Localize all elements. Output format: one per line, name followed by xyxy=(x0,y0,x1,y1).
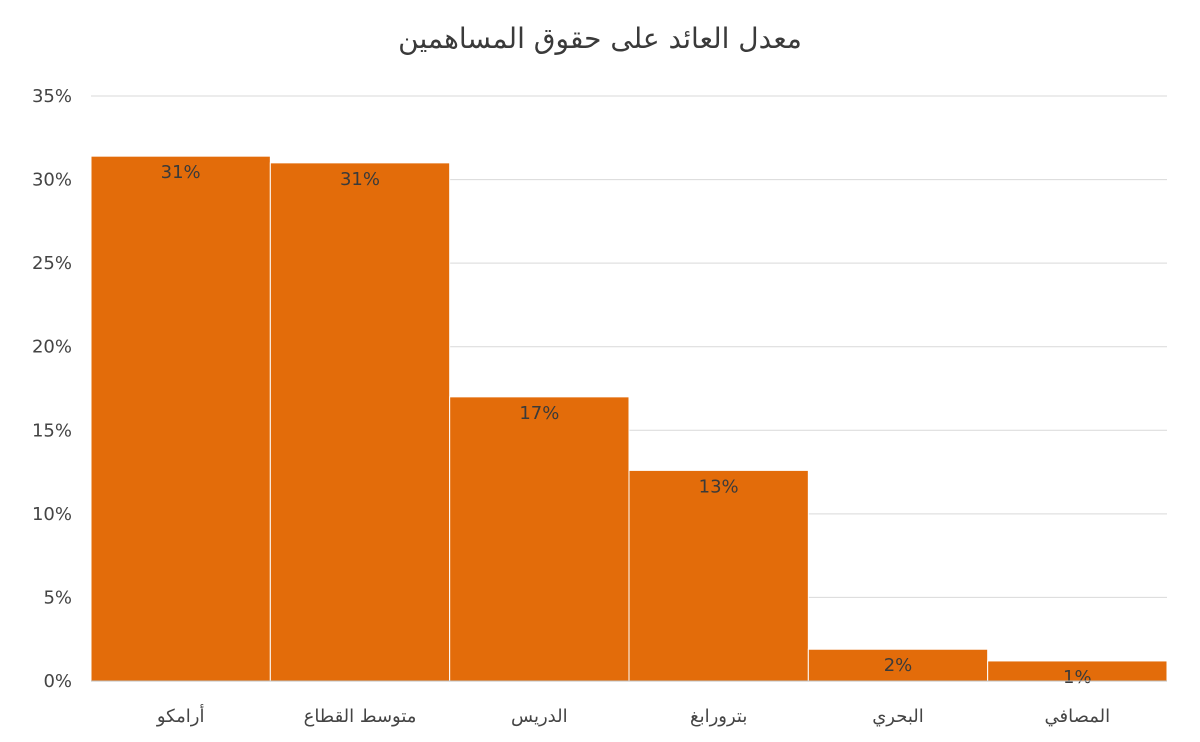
y-tick-label: 25% xyxy=(32,253,72,274)
data-label: 2% xyxy=(884,655,913,676)
data-label: 1% xyxy=(1063,667,1092,688)
bar xyxy=(269,162,451,682)
data-label: 31% xyxy=(161,162,201,183)
x-category-label: متوسط القطاع xyxy=(304,706,417,727)
bar xyxy=(628,469,809,682)
x-category-label: أرامكو xyxy=(156,704,205,727)
y-tick-label: 15% xyxy=(32,420,72,441)
data-label: 31% xyxy=(340,169,380,190)
y-tick-label: 10% xyxy=(32,504,72,525)
x-category-label: الدريس xyxy=(511,706,568,727)
y-tick-label: 35% xyxy=(32,86,72,107)
y-tick-label: 0% xyxy=(43,671,72,692)
y-tick-label: 5% xyxy=(43,587,72,608)
bar xyxy=(449,396,630,682)
x-category-label: البحري xyxy=(872,706,924,727)
chart-title: معدل العائد على حقوق المساهمين xyxy=(398,22,802,55)
x-category-label: بترورابغ xyxy=(690,706,747,727)
data-label: 17% xyxy=(519,403,559,424)
y-tick-label: 20% xyxy=(32,337,72,358)
x-category-label: المصافي xyxy=(1045,706,1111,727)
y-tick-label: 30% xyxy=(32,170,72,191)
bar xyxy=(90,155,271,682)
data-label: 13% xyxy=(699,476,739,497)
